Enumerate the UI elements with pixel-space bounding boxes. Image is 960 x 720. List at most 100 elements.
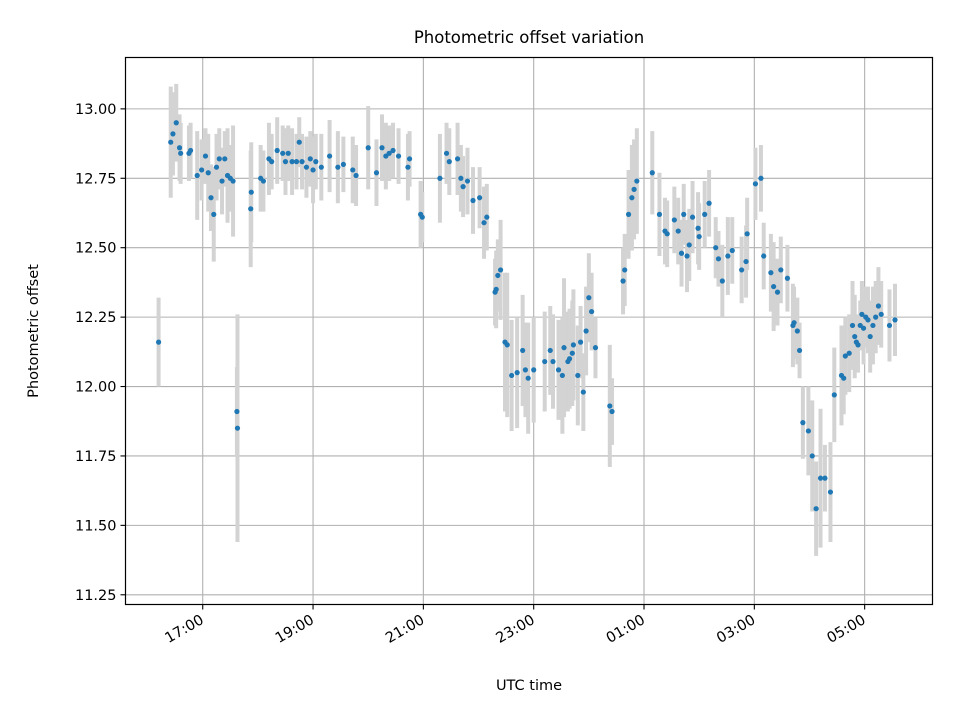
- data-point: [706, 200, 712, 206]
- data-point: [867, 333, 873, 340]
- data-point: [796, 347, 803, 354]
- y-tick-label: 12.50: [75, 241, 117, 257]
- data-point: [504, 342, 510, 348]
- data-point: [373, 170, 380, 176]
- data-point: [269, 159, 275, 165]
- data-point: [713, 245, 719, 251]
- data-point: [550, 358, 556, 365]
- data-point: [280, 150, 286, 156]
- data-point: [464, 178, 471, 184]
- y-tick-label: 12.00: [75, 380, 117, 396]
- data-point: [778, 267, 784, 273]
- data-point: [809, 453, 815, 459]
- data-point: [211, 211, 217, 217]
- data-point: [176, 145, 183, 151]
- data-point: [886, 322, 893, 329]
- chart-title: Photometric offset variation: [414, 28, 644, 47]
- data-point: [892, 317, 898, 323]
- data-point: [794, 328, 800, 334]
- data-point: [313, 159, 319, 165]
- data-point: [187, 147, 194, 154]
- y-axis-label: Photometric offset: [26, 264, 42, 398]
- data-point: [542, 358, 548, 365]
- data-point: [570, 342, 577, 348]
- data-point: [386, 150, 392, 156]
- data-point: [878, 311, 884, 317]
- data-points: [155, 120, 898, 512]
- data-point: [219, 178, 225, 184]
- data-point: [248, 189, 254, 195]
- data-point: [739, 267, 745, 273]
- data-point: [607, 403, 613, 409]
- y-tick-label: 11.25: [75, 588, 117, 604]
- data-point: [484, 214, 490, 220]
- data-point: [800, 420, 806, 426]
- data-point: [842, 353, 848, 359]
- data-point: [729, 247, 735, 254]
- data-point: [248, 206, 254, 212]
- data-point: [509, 372, 515, 379]
- y-tick-label: 12.75: [75, 171, 117, 187]
- data-point: [520, 347, 526, 354]
- data-point: [379, 145, 385, 151]
- data-point: [577, 339, 584, 345]
- data-point: [299, 159, 305, 165]
- data-point: [566, 356, 573, 362]
- data-point: [725, 253, 731, 259]
- data-point: [719, 278, 725, 284]
- data-point: [405, 164, 411, 170]
- data-point: [310, 167, 316, 173]
- data-point: [827, 489, 834, 495]
- data-point: [497, 267, 504, 273]
- data-point: [695, 225, 701, 231]
- data-point: [758, 175, 764, 181]
- data-point: [194, 172, 200, 179]
- data-point: [575, 372, 581, 379]
- data-point: [784, 275, 791, 281]
- data-point: [681, 211, 687, 217]
- data-point: [817, 475, 824, 481]
- data-point: [303, 164, 310, 170]
- data-point: [664, 231, 670, 237]
- data-point: [293, 159, 300, 165]
- data-point: [686, 242, 692, 248]
- data-point: [199, 167, 205, 173]
- data-point: [860, 325, 867, 331]
- data-point: [155, 339, 162, 345]
- data-point: [805, 428, 811, 434]
- data-point: [631, 186, 637, 192]
- data-point: [525, 375, 531, 381]
- data-point: [419, 214, 425, 220]
- data-point: [813, 506, 819, 512]
- data-point: [561, 345, 567, 351]
- data-point: [205, 170, 211, 176]
- data-point: [296, 139, 302, 145]
- data-point: [852, 333, 858, 340]
- data-point: [625, 211, 632, 217]
- data-point: [855, 342, 861, 348]
- data-point: [586, 295, 592, 301]
- data-point: [559, 372, 565, 379]
- data-point: [622, 267, 628, 273]
- data-point: [629, 195, 635, 201]
- data-point: [208, 195, 214, 201]
- data-point: [620, 278, 626, 284]
- data-point: [493, 286, 499, 292]
- data-point: [289, 159, 295, 165]
- data-point: [307, 156, 313, 162]
- data-point: [481, 220, 487, 226]
- data-point: [318, 164, 324, 170]
- data-point: [260, 178, 267, 184]
- data-point: [458, 175, 464, 181]
- data-point: [335, 164, 341, 170]
- data-point: [168, 139, 174, 145]
- data-point: [477, 195, 483, 201]
- data-point: [875, 303, 882, 309]
- data-point: [222, 156, 228, 162]
- data-point: [282, 159, 289, 165]
- data-point: [446, 159, 452, 165]
- data-point: [406, 156, 413, 162]
- data-point: [202, 153, 209, 159]
- data-point: [285, 150, 291, 156]
- data-point: [470, 197, 476, 204]
